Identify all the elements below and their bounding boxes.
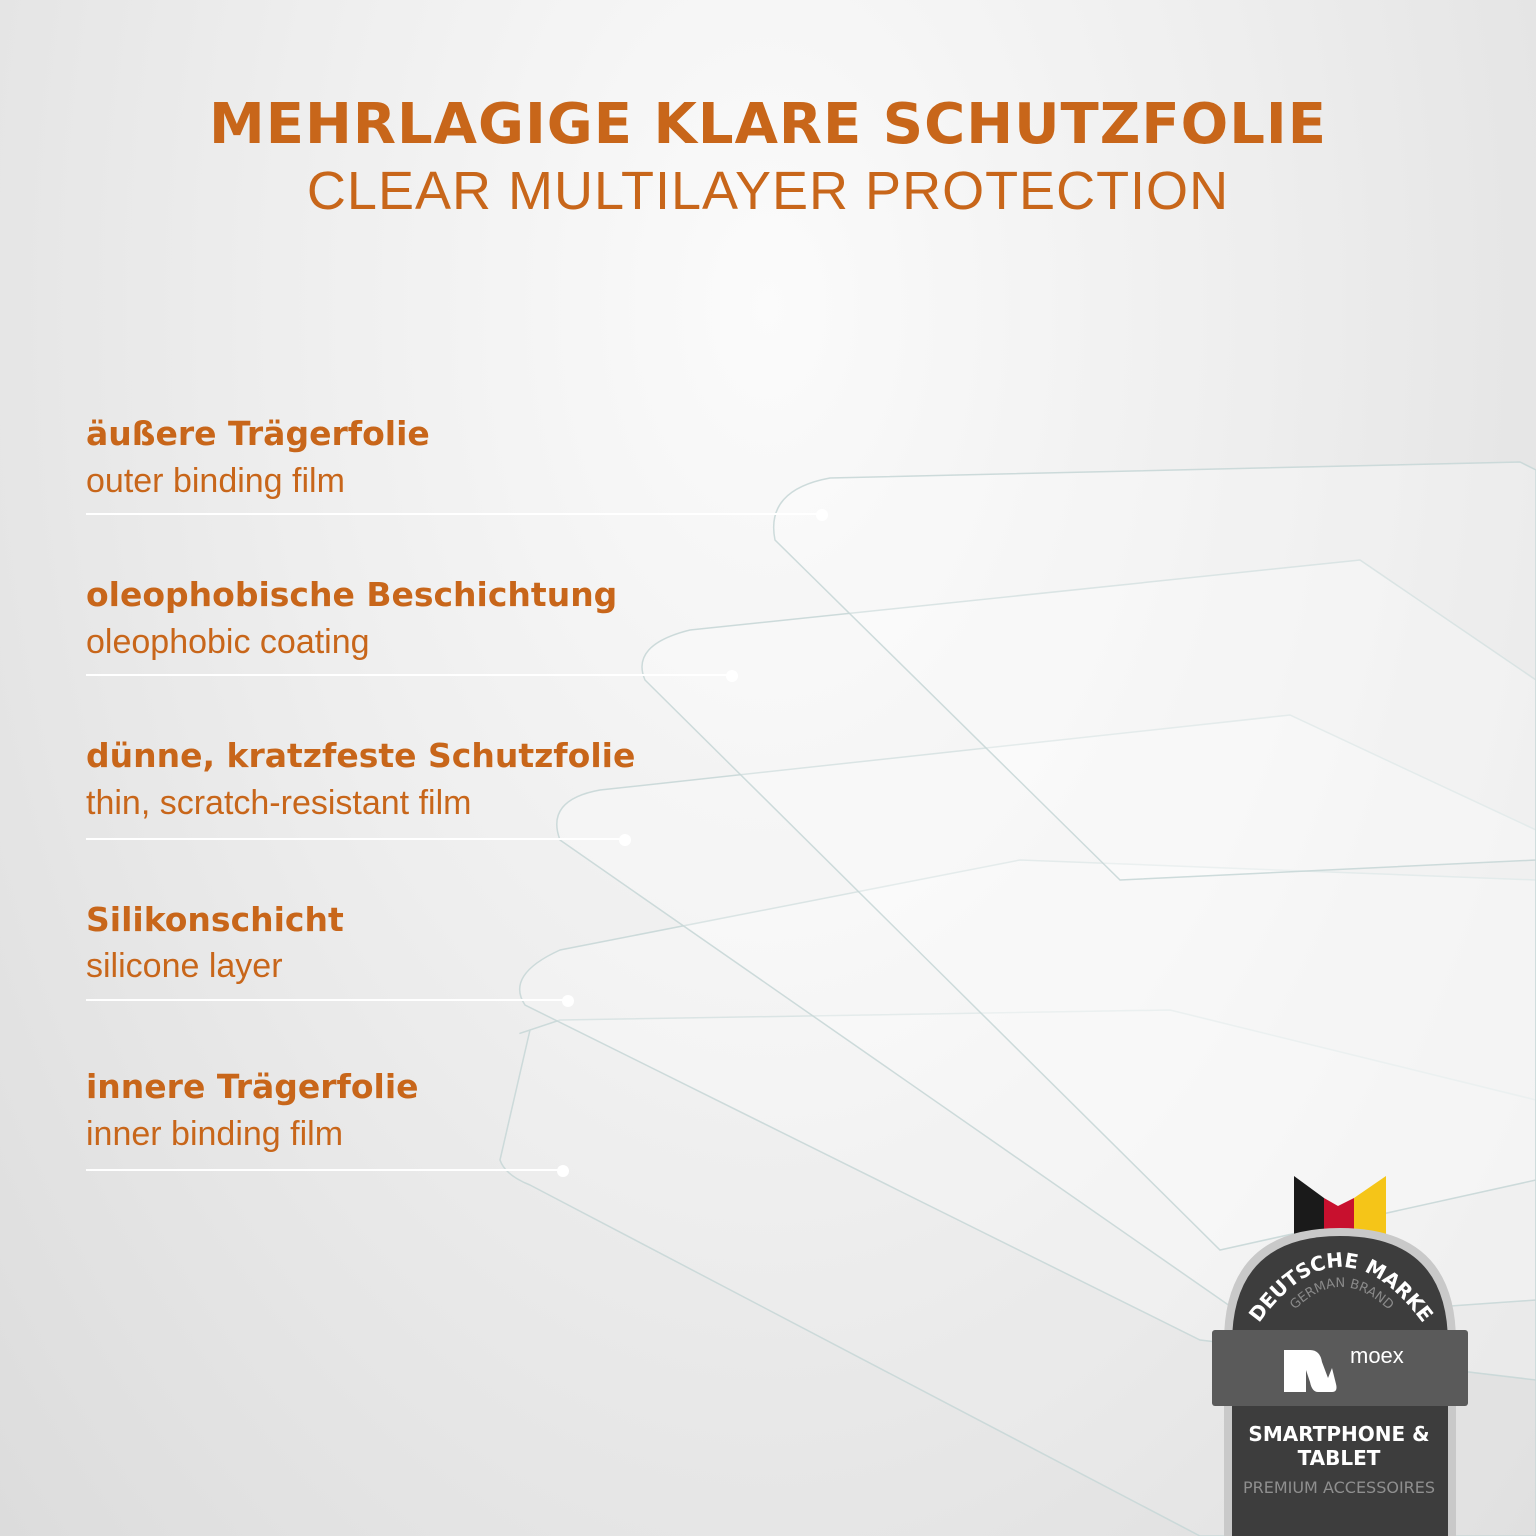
moex-logo-icon — [1284, 1350, 1337, 1392]
film-layer — [556, 714, 1536, 1321]
leader-dot — [619, 834, 631, 846]
logo-wordmark: moex — [1350, 1343, 1404, 1368]
layer-name-en: outer binding film — [86, 462, 345, 500]
layer-name-en: thin, scratch-resistant film — [86, 784, 472, 822]
leader-line — [86, 513, 822, 515]
flag-ribbon-black — [1294, 1176, 1324, 1242]
badge-line-2: TABLET — [1297, 1446, 1381, 1470]
logo-band — [1212, 1330, 1468, 1406]
title-english: CLEAR MULTILAYER PROTECTION — [306, 161, 1230, 221]
layer-name-de: dünne, kratzfeste Schutzfolie — [86, 736, 636, 775]
leader-line — [86, 838, 625, 840]
flag-ribbon-gold — [1354, 1176, 1386, 1242]
layer-name-en: inner binding film — [86, 1115, 344, 1153]
leader-line — [86, 674, 732, 676]
layer-name-en: oleophobic coating — [86, 623, 370, 661]
film-layer — [641, 559, 1536, 1251]
film-layer — [773, 461, 1536, 881]
layer-name-en: silicone layer — [86, 947, 283, 985]
badge-line-3: PREMIUM ACCESSOIRES — [1242, 1478, 1436, 1497]
leader-dot — [726, 670, 738, 682]
layer-name-de: äußere Trägerfolie — [86, 414, 430, 453]
leader-line — [86, 999, 568, 1001]
layer-name-de: Silikonschicht — [86, 900, 344, 939]
leader-dot — [816, 509, 828, 521]
leader-dot — [562, 995, 574, 1007]
layer-name-de: innere Trägerfolie — [86, 1067, 419, 1106]
badge-line-1: SMARTPHONE & — [1248, 1422, 1430, 1446]
layer-name-de: oleophobische Beschichtung — [86, 575, 618, 614]
title-german: MEHRLAGIGE KLARE SCHUTZFOLIE — [208, 92, 1327, 157]
leader-line — [86, 1169, 563, 1171]
leader-dot — [557, 1165, 569, 1177]
german-brand-badge: DEUTSCHE MARKE GERMAN BRAND moex SMARTPH… — [1210, 1172, 1480, 1536]
